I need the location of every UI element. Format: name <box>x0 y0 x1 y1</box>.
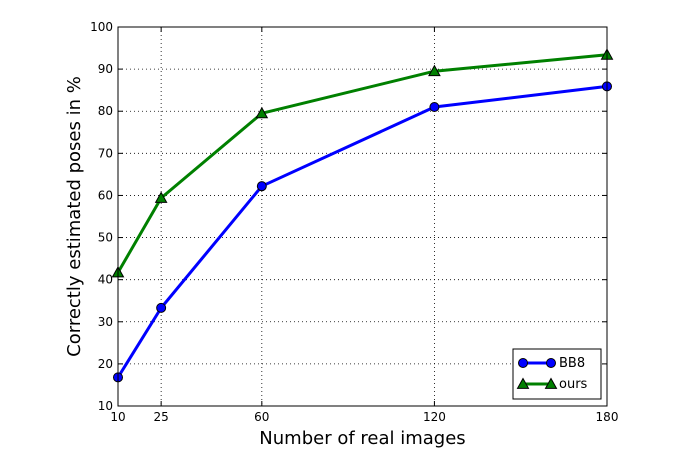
x-tick-label: 25 <box>154 410 169 424</box>
y-tick-label: 20 <box>98 357 113 371</box>
y-tick-label: 100 <box>90 20 113 34</box>
legend-marker <box>546 358 556 368</box>
y-axis-label: Correctly estimated poses in % <box>64 76 85 357</box>
series-bb8 <box>113 81 612 383</box>
series-ours <box>111 48 614 278</box>
legend-label: BB8 <box>559 356 585 371</box>
y-tick-label: 70 <box>98 146 113 160</box>
y-tick-label: 50 <box>98 231 113 245</box>
series-line <box>116 84 608 379</box>
x-tick-label: 180 <box>596 410 619 424</box>
y-tick-label: 80 <box>98 104 113 118</box>
y-tick-label: 30 <box>98 315 113 329</box>
x-tick-label: 120 <box>423 410 446 424</box>
data-point <box>429 102 440 113</box>
data-point <box>255 106 269 119</box>
plot-frame <box>117 26 608 407</box>
legend-entry: ours <box>516 377 588 392</box>
data-point <box>428 64 441 77</box>
y-tick-label: 10 <box>98 399 113 413</box>
legend-entry: BB8 <box>518 356 585 371</box>
legend-marker <box>518 358 528 368</box>
x-tick-label: 60 <box>254 410 269 424</box>
y-tick-label: 40 <box>98 273 113 287</box>
legend-marker <box>516 377 530 389</box>
x-tick-label: 10 <box>110 410 125 424</box>
data-point <box>154 191 168 203</box>
series-line <box>116 53 608 274</box>
data-point <box>256 181 267 192</box>
legend: BB8 ours <box>512 348 602 400</box>
x-axis-label: Number of real images <box>259 428 465 449</box>
y-tick-label: 90 <box>98 62 113 76</box>
legend-box <box>512 348 602 400</box>
legend-marker <box>544 377 558 389</box>
y-tick-label: 60 <box>98 188 113 202</box>
legend-label: ours <box>559 377 588 392</box>
axis-ticks: 10 25 60 120 180 10 20 30 40 50 60 70 80 90 100 <box>90 20 618 424</box>
series-layer <box>111 48 614 383</box>
data-point <box>156 302 167 313</box>
